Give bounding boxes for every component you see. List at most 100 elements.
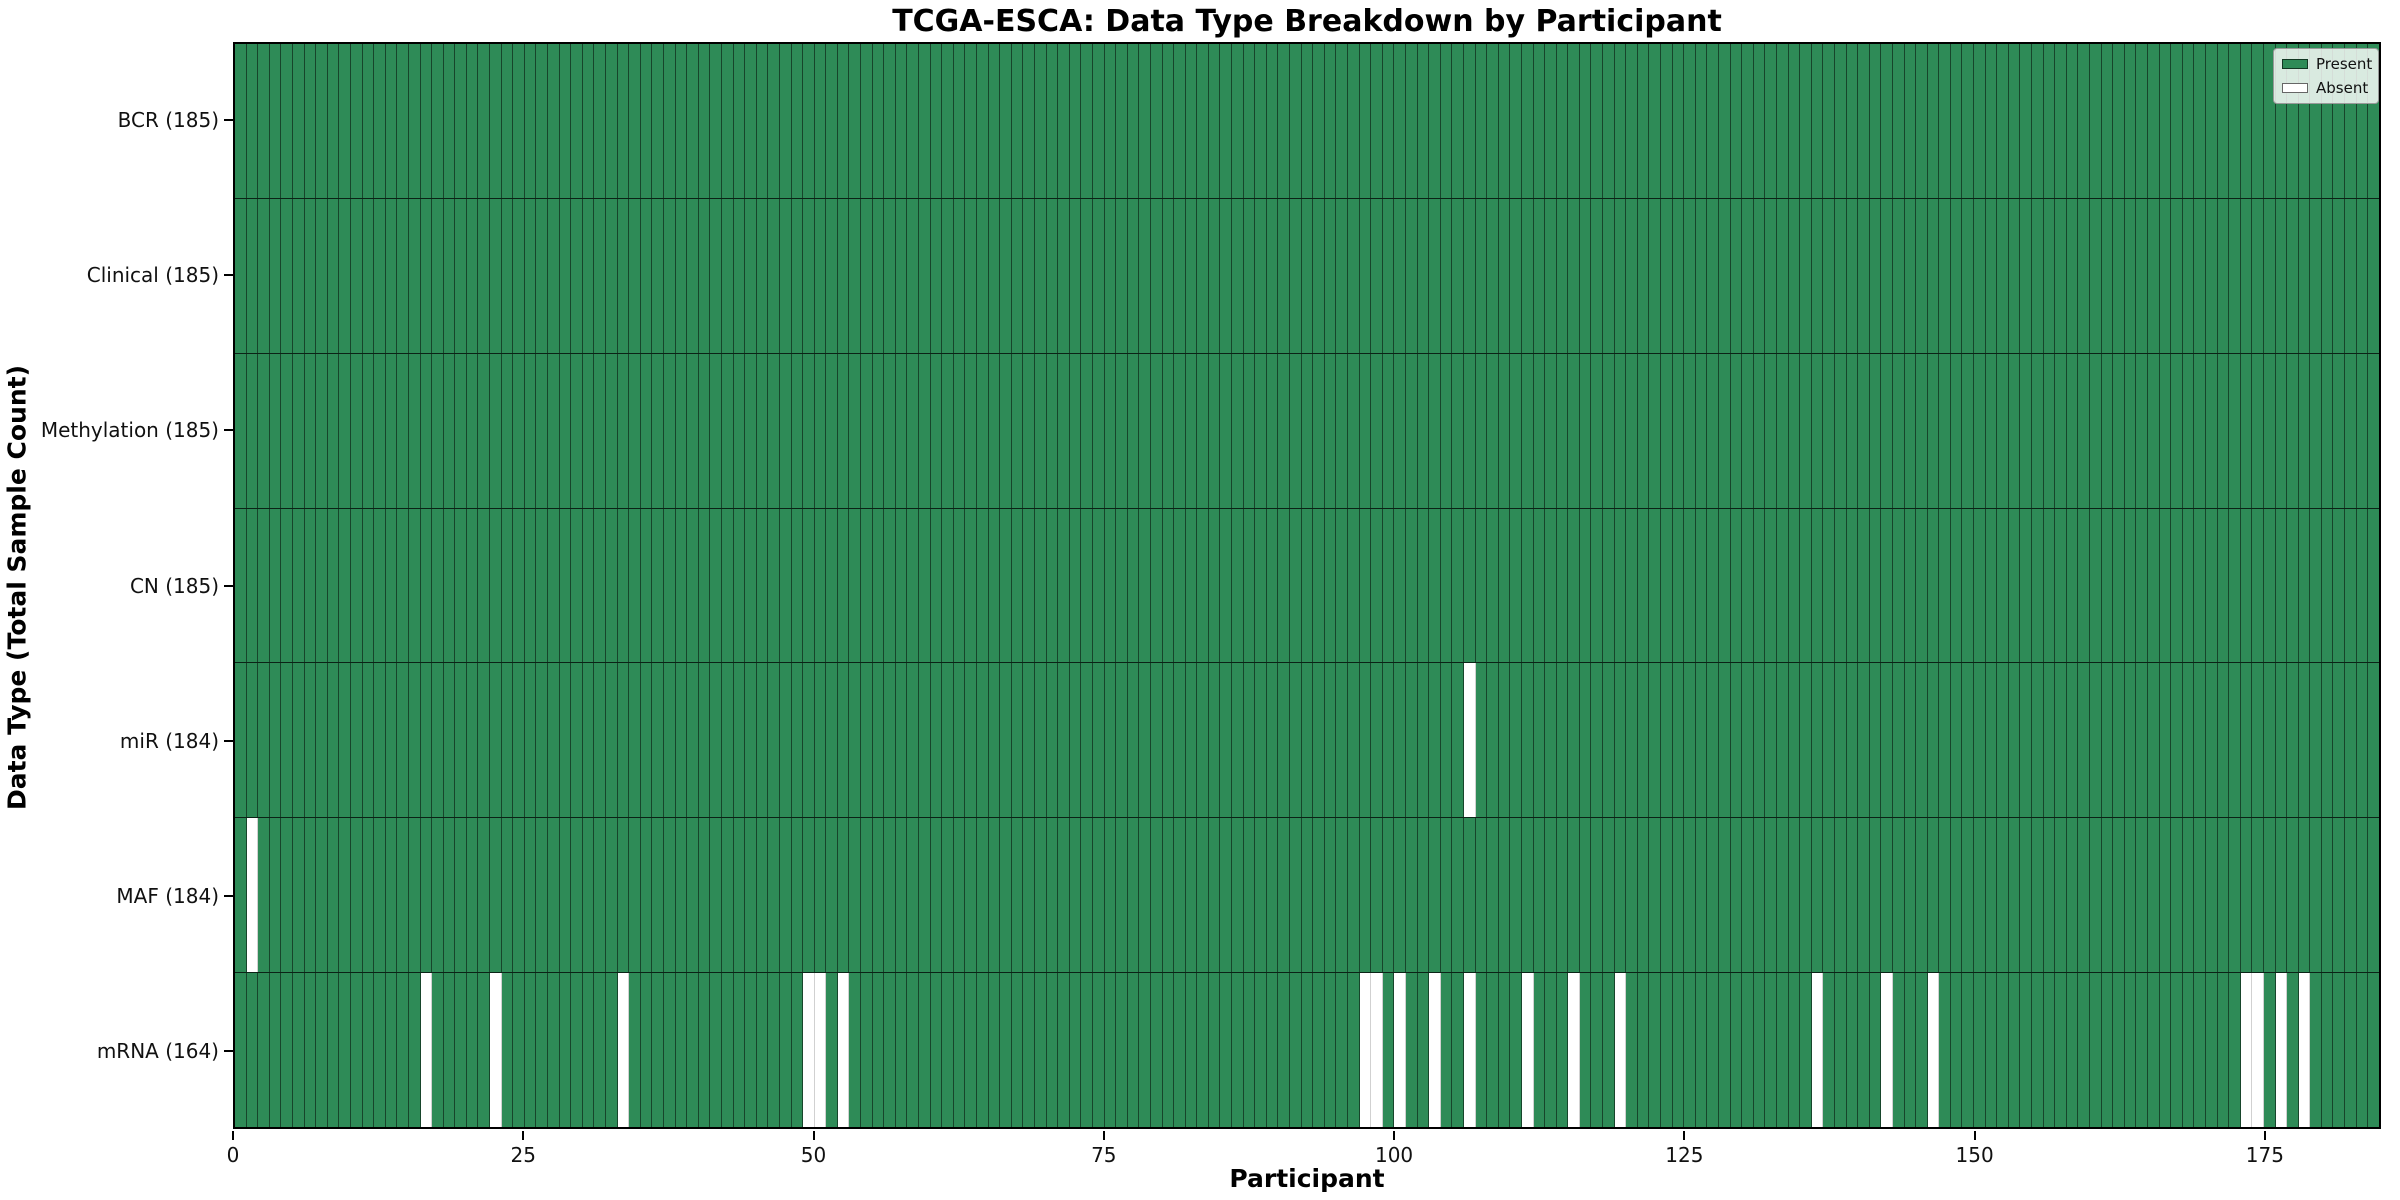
present-cell <box>594 508 606 663</box>
present-cell <box>316 663 328 818</box>
present-cell <box>1290 353 1302 508</box>
present-cell <box>1127 818 1140 973</box>
present-cell <box>1684 663 1696 818</box>
present-cell <box>884 198 896 353</box>
present-cell <box>2159 663 2172 818</box>
present-cell <box>548 198 560 353</box>
present-cell <box>1614 353 1627 508</box>
plot-area <box>233 42 2381 1129</box>
present-cell <box>687 508 699 663</box>
present-cell <box>478 508 491 663</box>
present-cell <box>490 198 502 353</box>
present-cell <box>1695 353 1708 508</box>
present-cell <box>2171 508 2183 663</box>
present-cell <box>2287 818 2299 973</box>
present-cell <box>988 663 1001 818</box>
present-cell <box>791 44 804 198</box>
present-cell <box>1649 44 1662 198</box>
present-cell <box>1498 973 1511 1128</box>
present-cell <box>965 818 977 973</box>
present-cell <box>1278 44 1291 198</box>
present-cell <box>1753 508 1766 663</box>
present-cell <box>1858 818 1870 973</box>
present-cell <box>1834 508 1847 663</box>
present-cell <box>1974 44 1986 198</box>
present-cell <box>1174 353 1186 508</box>
present-cell <box>501 508 514 663</box>
present-cell <box>1382 508 1395 663</box>
present-cell <box>2101 508 2114 663</box>
present-cell <box>374 663 386 818</box>
present-cell <box>1046 508 1059 663</box>
present-cell <box>606 663 618 818</box>
present-cell <box>1510 353 1522 508</box>
present-cell <box>1034 198 1047 353</box>
absent-cell <box>1811 973 1824 1128</box>
present-cell <box>374 44 386 198</box>
present-cell <box>1730 508 1743 663</box>
present-cell <box>571 508 583 663</box>
present-cell <box>1568 663 1580 818</box>
present-cell <box>2275 198 2288 353</box>
present-cell <box>1939 818 1951 973</box>
present-cell <box>1069 818 1082 973</box>
present-cell <box>977 663 989 818</box>
present-cell <box>675 663 688 818</box>
present-cell <box>1719 818 1731 973</box>
present-cell <box>1278 818 1291 973</box>
present-cell <box>1371 353 1383 508</box>
present-cell <box>1452 973 1464 1128</box>
present-cell <box>1336 508 1348 663</box>
present-cell <box>1301 663 1314 818</box>
present-cell <box>2345 353 2357 508</box>
present-cell <box>1046 818 1059 973</box>
present-cell <box>1058 44 1070 198</box>
present-cell <box>362 353 375 508</box>
x-tick-mark <box>1683 1131 1686 1140</box>
present-cell <box>1405 353 1418 508</box>
present-cell <box>2217 198 2230 353</box>
present-cell <box>826 508 838 663</box>
legend-label: Absent <box>2316 79 2369 97</box>
present-cell <box>362 44 375 198</box>
present-cell <box>1197 973 1209 1128</box>
present-cell <box>1603 508 1615 663</box>
present-cell <box>2275 44 2288 198</box>
present-cell <box>1266 198 1279 353</box>
present-cell <box>1313 353 1325 508</box>
present-cell <box>2171 663 2183 818</box>
present-cell <box>1556 508 1569 663</box>
present-cell <box>1603 818 1615 973</box>
present-cell <box>1498 44 1511 198</box>
present-cell <box>1150 663 1163 818</box>
present-cell <box>1661 818 1673 973</box>
present-cell <box>582 44 595 198</box>
present-cell <box>524 44 537 198</box>
present-cell <box>1162 198 1175 353</box>
present-cell <box>988 508 1001 663</box>
present-cell <box>977 198 989 353</box>
present-cell <box>791 353 804 508</box>
present-cell <box>1858 44 1870 198</box>
present-cell <box>2113 818 2125 973</box>
present-cell <box>1290 663 1302 818</box>
present-cell <box>710 663 722 818</box>
present-cell <box>1313 818 1325 973</box>
present-cell <box>2101 353 2114 508</box>
present-cell <box>1591 663 1604 818</box>
present-cell <box>1417 44 1430 198</box>
present-cell <box>1939 44 1951 198</box>
present-cell <box>443 508 456 663</box>
present-cell <box>687 198 699 353</box>
present-cell <box>350 44 363 198</box>
present-cell <box>687 818 699 973</box>
present-cell <box>2020 818 2033 973</box>
present-cell <box>1684 44 1696 198</box>
present-cell <box>1278 353 1291 508</box>
present-cell <box>1846 508 1859 663</box>
present-cell <box>652 663 664 818</box>
present-cell <box>1371 818 1383 973</box>
present-cell <box>2345 508 2357 663</box>
present-cell <box>258 663 270 818</box>
present-cell <box>895 818 908 973</box>
